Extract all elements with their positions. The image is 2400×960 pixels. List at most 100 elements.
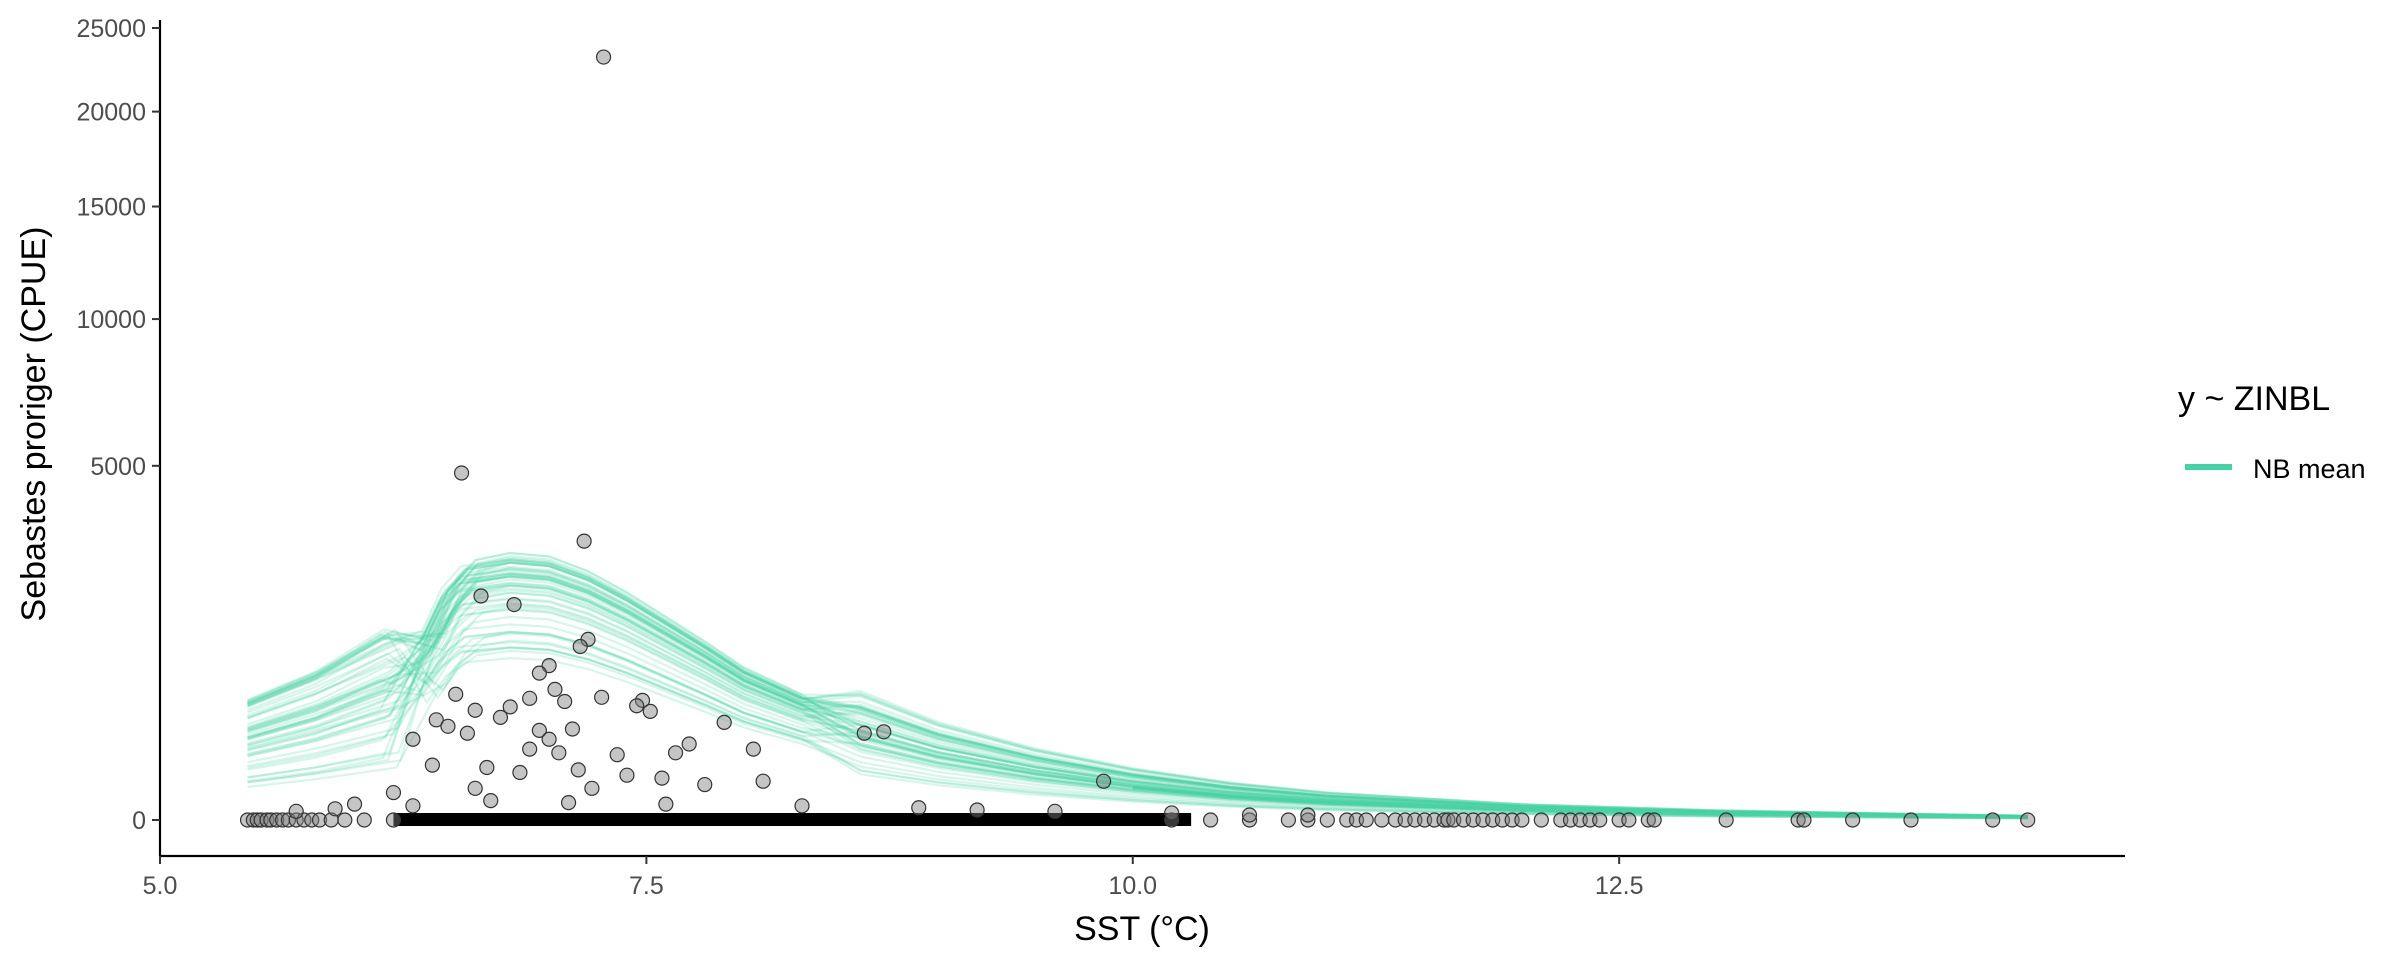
fit-curve [247, 568, 2028, 817]
fit-curve [247, 582, 2028, 818]
data-point [479, 759, 495, 776]
axes [158, 20, 2125, 858]
data-point [856, 725, 872, 741]
legend: y ~ ZINBL NB mean [2178, 380, 2366, 484]
fit-curve [247, 578, 2028, 818]
fit-curves [247, 551, 2028, 820]
data-point [1514, 812, 1530, 828]
data-point [1903, 812, 1919, 828]
data-point [1300, 812, 1316, 828]
fit-curve [247, 608, 2028, 819]
data-point [531, 722, 547, 738]
data-point [755, 773, 771, 789]
zero-points-band [393, 813, 1192, 826]
fit-curve [247, 602, 2028, 818]
fit-curve [247, 639, 2028, 820]
data-point [483, 793, 499, 809]
data-point [576, 533, 592, 549]
data-point [697, 776, 713, 793]
data-point [557, 693, 573, 710]
fit-curve [247, 584, 2028, 818]
x-tick-label: 12.5 [1595, 872, 1644, 900]
data-point [502, 699, 518, 715]
data-point [453, 465, 470, 481]
data-point [667, 745, 684, 761]
data-point [1440, 812, 1456, 828]
data-point [1300, 807, 1316, 823]
data-point [1985, 812, 2001, 828]
data-point [428, 712, 444, 728]
fit-curve [247, 561, 2028, 818]
data-point [1047, 803, 1063, 819]
data-point [1790, 812, 1806, 828]
fit-curve [247, 558, 2028, 818]
fit-curve [247, 583, 2028, 818]
y-tick-label: 10000 [76, 306, 146, 334]
data-point [681, 736, 697, 752]
data-point [1319, 812, 1335, 828]
fit-curve [247, 632, 2028, 820]
fit-curve [247, 573, 2028, 818]
fit-curve [247, 559, 2028, 818]
legend-title: y ~ ZINBL [2178, 380, 2330, 418]
data-point [794, 798, 810, 814]
data-point [1621, 812, 1637, 828]
data-point [506, 596, 522, 613]
fit-curve [247, 646, 2028, 820]
data-point [1202, 812, 1219, 828]
data-point [1646, 812, 1662, 828]
fit-curve [247, 630, 2028, 819]
data-point [969, 802, 985, 818]
fit-curve [247, 573, 2028, 818]
x-ticks: 5.0 7.5 10.0 12.5 [143, 856, 1644, 900]
data-point [876, 724, 892, 740]
fit-curve [247, 551, 2028, 817]
fit-curve [247, 556, 2028, 819]
data-point [311, 812, 328, 828]
data-point [745, 741, 761, 757]
data-point [1533, 812, 1549, 828]
fit-curve [247, 566, 2028, 818]
fit-curve [247, 561, 2028, 818]
data-point [570, 762, 586, 778]
data-point [1374, 812, 1390, 828]
data-point [269, 812, 285, 828]
x-tick-label: 5.0 [143, 872, 178, 900]
fit-curve [247, 646, 2028, 820]
data-point [473, 588, 489, 604]
data-point [522, 741, 538, 757]
fit-curve [247, 559, 2028, 818]
data-point [385, 784, 402, 801]
data-point [595, 49, 612, 65]
data-point [716, 714, 732, 730]
y-tick-label: 25000 [76, 15, 146, 43]
fit-curve [247, 567, 2028, 818]
fit-curve [247, 574, 2028, 818]
data-point [1592, 812, 1608, 828]
data-point [629, 698, 645, 714]
data-point [1164, 805, 1180, 821]
fit-curve [247, 558, 2028, 818]
data-point [1095, 773, 1112, 789]
data-point [405, 731, 421, 747]
data-point [531, 665, 547, 681]
data-point [642, 703, 658, 720]
fit-curve [247, 596, 2028, 818]
data-point [1241, 812, 1258, 828]
data-point [1241, 807, 1258, 823]
data-point [911, 800, 927, 816]
data-point [448, 686, 464, 702]
fit-curve [247, 569, 2028, 818]
data-point [467, 780, 483, 796]
data-point [1796, 812, 1812, 828]
data-point [547, 681, 563, 697]
data-point [459, 725, 475, 741]
y-tick-label: 5000 [90, 453, 146, 481]
data-point [405, 798, 421, 814]
y-axis-title: Sebastes proriger (CPUE) [15, 227, 53, 622]
fit-curve [247, 554, 2028, 818]
data-point [356, 812, 372, 828]
fit-curve [247, 575, 2028, 818]
data-point [263, 812, 279, 828]
